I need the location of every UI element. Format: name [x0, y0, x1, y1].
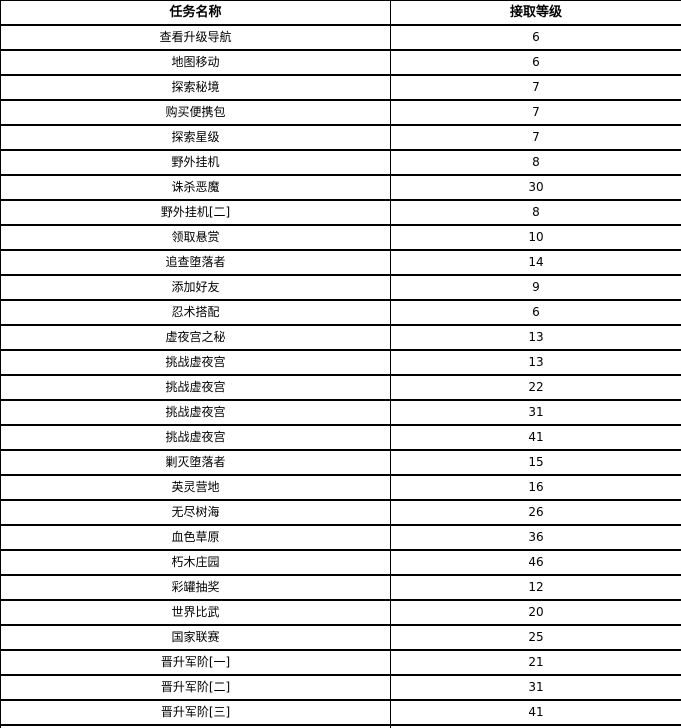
table-row: 添加好友 9 [0, 274, 681, 301]
task-name-cell: 探索秘境 [0, 74, 391, 101]
accept-level-cell: 22 [390, 374, 681, 401]
table-body: 查看升级导航 6 地图移动 6 探索秘境 7 购买便携包 7 探索星级 7 野外挂机 8 诛杀恶魔 30 野… [0, 24, 681, 728]
table-row: 剿灭堕落者 15 [0, 449, 681, 476]
table-row: 野外挂机[二] 8 [0, 199, 681, 226]
task-name-cell: 查看升级导航 [0, 24, 391, 51]
accept-level-cell: 9 [390, 274, 681, 301]
table-row: 挑战虚夜宫 41 [0, 424, 681, 451]
task-name-cell: 挑战虚夜宫 [0, 399, 391, 426]
table-row: 血色草原 36 [0, 524, 681, 551]
table-row: 晋升军阶[三] 41 [0, 699, 681, 726]
task-name-cell: 挑战虚夜宫 [0, 349, 391, 376]
task-name-cell: 无尽树海 [0, 499, 391, 526]
table-row: 挑战虚夜宫 22 [0, 374, 681, 401]
task-name-cell: 添加好友 [0, 274, 391, 301]
task-name-cell: 地图移动 [0, 49, 391, 76]
accept-level-cell: 10 [390, 224, 681, 251]
accept-level-cell: 6 [390, 49, 681, 76]
task-name-cell: 诛杀恶魔 [0, 174, 391, 201]
column-header-task-name: 任务名称 [0, 0, 391, 26]
task-name-cell: 挑战虚夜宫 [0, 424, 391, 451]
task-name-cell: 血色草原 [0, 524, 391, 551]
accept-level-cell: 7 [390, 99, 681, 126]
table-row: 领取悬赏 10 [0, 224, 681, 251]
accept-level-cell: 8 [390, 199, 681, 226]
task-name-cell: 晋升军阶[三] [0, 699, 391, 726]
task-name-cell: 剿灭堕落者 [0, 449, 391, 476]
task-name-cell: 英灵营地 [0, 474, 391, 501]
task-name-cell: 野外挂机[二] [0, 199, 391, 226]
table-row: 挑战虚夜宫 31 [0, 399, 681, 426]
accept-level-cell: 14 [390, 249, 681, 276]
table-row: 无尽树海 26 [0, 499, 681, 526]
table-row: 彩罐抽奖 12 [0, 574, 681, 601]
accept-level-cell: 6 [390, 24, 681, 51]
table-row: 英灵营地 16 [0, 474, 681, 501]
table-row: 诛杀恶魔 30 [0, 174, 681, 201]
accept-level-cell: 13 [390, 324, 681, 351]
table-row: 探索星级 7 [0, 124, 681, 151]
accept-level-cell: 30 [390, 174, 681, 201]
accept-level-cell: 8 [390, 149, 681, 176]
column-header-accept-level: 接取等级 [390, 0, 681, 26]
task-name-cell: 世界比武 [0, 599, 391, 626]
task-name-cell: 朽木庄园 [0, 549, 391, 576]
accept-level-cell: 7 [390, 74, 681, 101]
accept-level-cell: 13 [390, 349, 681, 376]
table-row: 野外挂机 8 [0, 149, 681, 176]
accept-level-cell: 31 [390, 674, 681, 701]
task-name-cell: 彩罐抽奖 [0, 574, 391, 601]
accept-level-cell: 15 [390, 449, 681, 476]
table-header-row: 任务名称 接取等级 [0, 0, 681, 26]
accept-level-cell: 6 [390, 299, 681, 326]
table-row: 挑战虚夜宫 13 [0, 349, 681, 376]
table-row: 晋升军阶[二] 31 [0, 674, 681, 701]
task-name-cell: 野外挂机 [0, 149, 391, 176]
table-row: 购买便携包 7 [0, 99, 681, 126]
table-row: 虚夜宫之秘 13 [0, 324, 681, 351]
accept-level-cell: 36 [390, 524, 681, 551]
accept-level-cell: 25 [390, 624, 681, 651]
accept-level-cell: 31 [390, 399, 681, 426]
table-row: 追查堕落者 14 [0, 249, 681, 276]
table-row: 查看升级导航 6 [0, 24, 681, 51]
table-row: 国家联赛 25 [0, 624, 681, 651]
task-name-cell: 追查堕落者 [0, 249, 391, 276]
task-name-cell: 挑战虚夜宫 [0, 374, 391, 401]
task-name-cell: 领取悬赏 [0, 224, 391, 251]
task-name-cell: 探索星级 [0, 124, 391, 151]
accept-level-cell: 41 [390, 424, 681, 451]
accept-level-cell: 46 [390, 549, 681, 576]
task-name-cell: 购买便携包 [0, 99, 391, 126]
table-row: 地图移动 6 [0, 49, 681, 76]
accept-level-cell: 41 [390, 699, 681, 726]
accept-level-cell: 16 [390, 474, 681, 501]
task-name-cell: 虚夜宫之秘 [0, 324, 391, 351]
accept-level-cell: 21 [390, 649, 681, 676]
task-name-cell: 国家联赛 [0, 624, 391, 651]
table-row: 晋升军阶[一] 21 [0, 649, 681, 676]
table-row: 世界比武 20 [0, 599, 681, 626]
task-name-cell: 晋升军阶[一] [0, 649, 391, 676]
task-name-cell: 晋升军阶[二] [0, 674, 391, 701]
accept-level-cell: 20 [390, 599, 681, 626]
table-row: 朽木庄园 46 [0, 549, 681, 576]
table-row: 忍术搭配 6 [0, 299, 681, 326]
table-row: 探索秘境 7 [0, 74, 681, 101]
accept-level-cell: 26 [390, 499, 681, 526]
accept-level-cell: 12 [390, 574, 681, 601]
task-name-cell: 忍术搭配 [0, 299, 391, 326]
accept-level-cell: 7 [390, 124, 681, 151]
